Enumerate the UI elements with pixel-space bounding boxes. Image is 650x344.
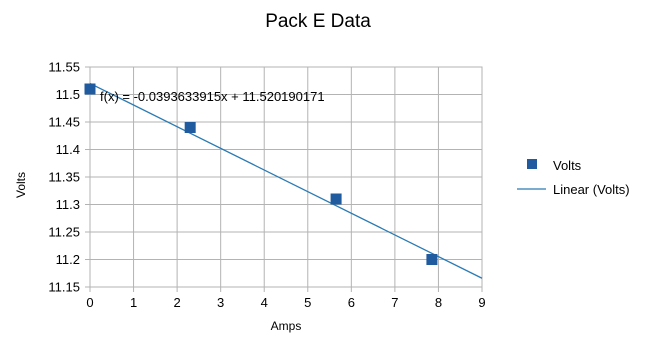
data-points [84,83,438,265]
chart-title: Pack E Data [265,11,371,32]
data-point [330,193,342,205]
tick-labels: 0 1 2 3 4 5 6 7 8 9 11.15 11.2 11.25 11.3 11.35 11.4 11.… [48,60,485,311]
y-tick-label: 11.55 [48,60,80,75]
x-tick-label: 4 [261,295,268,310]
x-tick-label: 7 [391,295,398,310]
y-tick-label: 11.2 [56,252,80,267]
trendline-equation: f(x) = -0.0393633915x + 11.520190171 [100,89,325,104]
x-tick-label: 0 [86,295,93,310]
y-axis-label: Volts [14,172,28,198]
legend-label-linear: Linear (Volts) [553,182,630,197]
axes [89,66,483,288]
y-tick-label: 11.35 [48,170,80,185]
x-tick-label: 6 [348,295,355,310]
x-tick-label: 1 [130,295,137,310]
x-tick-label: 5 [304,295,311,310]
x-tick-label: 3 [217,295,224,310]
x-tick-label: 8 [435,295,442,310]
y-tick-label: 11.15 [48,280,80,295]
y-tick-label: 11.25 [48,225,80,240]
x-tick-label: 2 [173,295,180,310]
trendline-linear-volts [89,82,483,279]
legend-marker-volts [527,159,537,169]
y-tick-label: 11.3 [56,197,80,212]
y-tick-label: 11.45 [48,115,80,130]
y-tick-label: 11.5 [56,87,80,102]
plot-frame [89,66,483,288]
y-tick-label: 11.4 [56,142,80,157]
x-tick-label: 9 [478,295,485,310]
legend: Volts Linear (Volts) [517,158,630,197]
data-point [184,122,196,133]
legend-label-volts: Volts [553,158,582,173]
data-point [84,83,96,95]
x-axis-label: Amps [271,319,302,333]
trendline [89,82,483,279]
data-point [426,254,438,265]
